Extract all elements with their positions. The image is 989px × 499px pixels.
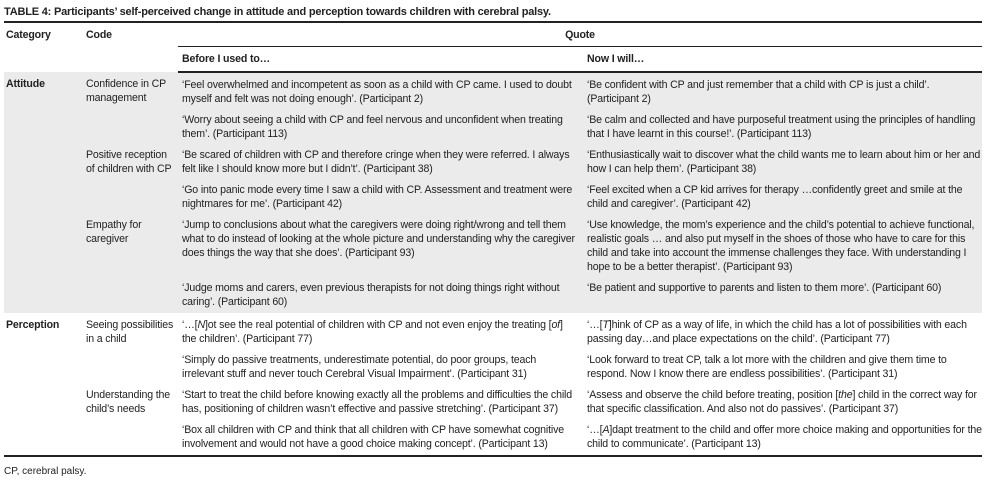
category-cell: Perception: [4, 313, 84, 457]
quotes-table: Category Code Quote Before I used to… No…: [4, 23, 982, 457]
table-row: Positive reception of children with CP ‘B…: [4, 145, 982, 215]
table-row: Empathy for caregiver ‘Jump to conclusion…: [4, 215, 982, 313]
quote-now-cell: ‘Use knowledge, the mom’s experience and…: [583, 215, 982, 278]
quote-text-segment: ] the children’. (Participant 77): [182, 319, 563, 345]
quote-text-segment: N: [197, 319, 205, 331]
quote-before-cell: ‘…[N]ot see the real potential of childr…: [178, 313, 583, 350]
category-cell: Attitude: [4, 72, 84, 313]
quote-now-cell: ‘…[T]hink of CP as a way of life, in whi…: [583, 313, 982, 350]
quote-text-segment: ‘Be calm and collected and have purposef…: [587, 114, 976, 140]
quote-text-segment: ‘Use knowledge, the mom’s experience and…: [587, 219, 975, 273]
quote-text-segment: ]hink of CP as a way of life, in which t…: [587, 319, 967, 345]
quote-text-segment: ‘Feel excited when a CP kid arrives for …: [587, 184, 963, 210]
header-now: Now I will…: [583, 46, 982, 73]
quote-before-cell: ‘Jump to conclusions about what the care…: [178, 215, 583, 278]
quote-before-cell: ‘Be scared of children with CP and there…: [178, 145, 583, 180]
quote-text-segment: ‘Simply do passive treatments, underesti…: [182, 354, 537, 380]
quote-text-segment: ‘Worry about seeing a child with CP and …: [182, 114, 563, 140]
table-row: Attitude Confidence in CP management ‘Feel…: [4, 72, 982, 313]
quote-before-cell: ‘Start to treat the child before knowing…: [178, 385, 583, 420]
quote-now-cell: ‘Be confident with CP and just remember …: [583, 72, 982, 110]
quote-text-segment: ‘…[: [587, 319, 603, 331]
table-row: ‘Simply do passive treatments, underesti…: [4, 350, 982, 385]
quote-text-segment: T: [602, 319, 609, 331]
quote-now-cell: ‘Assess and observe the child before tre…: [583, 385, 982, 420]
quote-text-segment: ‘Be confident with CP and just remember …: [587, 79, 930, 105]
table-row: ‘Judge moms and carers, even previous th…: [4, 278, 982, 313]
quote-text-segment: of: [551, 319, 560, 331]
quote-now-cell: ‘Be calm and collected and have purposef…: [583, 110, 982, 145]
quote-now-cell: ‘Be patient and supportive to parents an…: [583, 278, 982, 313]
quote-before-cell: ‘Judge moms and carers, even previous th…: [178, 278, 583, 313]
quote-text-segment: ‘Go into panic mode every time I saw a c…: [182, 184, 573, 210]
table-body: Attitude Confidence in CP management ‘Feel…: [4, 72, 982, 457]
quote-text-segment: ‘Assess and observe the child before tre…: [587, 389, 839, 401]
quote-text-segment: ‘Judge moms and carers, even previous th…: [182, 282, 560, 308]
quote-before-cell: ‘Simply do passive treatments, underesti…: [178, 350, 583, 385]
code-cell: Positive reception of children with CP: [84, 145, 178, 215]
quote-before-cell: ‘Go into panic mode every time I saw a c…: [178, 180, 583, 215]
table-row: ‘Worry about seeing a child with CP and …: [4, 110, 982, 145]
quote-text-segment: ]dapt treatment to the child and offer m…: [587, 424, 982, 450]
quote-now-cell: ‘…[A]dapt treatment to the child and off…: [583, 420, 982, 457]
table-row: ‘Go into panic mode every time I saw a c…: [4, 180, 982, 215]
table-title: TABLE 4: Participants’ self-perceived ch…: [4, 4, 982, 23]
code-cell: Understanding the child’s needs: [84, 385, 178, 457]
quote-text-segment: ]ot see the real potential of children w…: [204, 319, 552, 331]
quote-text-segment: ‘Be scared of children with CP and there…: [182, 149, 570, 175]
quote-text-segment: ‘Feel overwhelmed and incompetent as soo…: [182, 79, 572, 105]
subheader-row: Before I used to… Now I will…: [4, 46, 982, 73]
quote-text-segment: ‘Look forward to treat CP, talk a lot mo…: [587, 354, 947, 380]
quote-before-cell: ‘Box all children with CP and think that…: [178, 420, 583, 457]
quote-text-segment: the: [838, 389, 853, 401]
quote-text-segment: ‘Box all children with CP and think that…: [182, 424, 564, 450]
code-cell: Seeing possibilities in a child: [86, 319, 174, 345]
quote-now-cell: ‘Look forward to treat CP, talk a lot mo…: [583, 350, 982, 385]
quote-text-segment: ‘Start to treat the child before knowing…: [182, 389, 572, 415]
quote-before-cell: ‘Worry about seeing a child with CP and …: [178, 110, 583, 145]
quote-text-segment: A: [602, 424, 610, 436]
quote-text-segment: ‘Jump to conclusions about what the care…: [182, 219, 575, 259]
quote-text-segment: ‘…[: [182, 319, 198, 331]
code-cell: Confidence in CP management: [84, 72, 178, 145]
header-row: Category Code Quote: [4, 23, 982, 47]
table-row: ‘Box all children with CP and think that…: [4, 420, 982, 457]
table-row: Perception Seeing possibilities in a chil…: [4, 313, 982, 457]
header-quote: Quote: [178, 23, 982, 47]
header-category: Category: [6, 29, 51, 41]
quote-text-segment: ] child in the correct way for that spec…: [587, 389, 977, 415]
quote-before-cell: ‘Feel overwhelmed and incompetent as soo…: [178, 72, 583, 110]
code-cell: Empathy for caregiver: [84, 215, 178, 313]
quote-now-cell: ‘Enthusiastically wait to discover what …: [583, 145, 982, 180]
header-code: Code: [86, 29, 112, 41]
quote-now-cell: ‘Feel excited when a CP kid arrives for …: [583, 180, 982, 215]
table-row: Understanding the child’s needs ‘Start to…: [4, 385, 982, 457]
table-footnote: CP, cerebral palsy.: [4, 466, 87, 477]
quote-text-segment: ‘Be patient and supportive to parents an…: [587, 282, 942, 294]
quote-text-segment: ‘…[: [587, 424, 603, 436]
header-before: Before I used to…: [178, 46, 583, 73]
table-container: TABLE 4: Participants’ self-perceived ch…: [4, 4, 982, 477]
quote-text-segment: ‘Enthusiastically wait to discover what …: [587, 149, 981, 175]
